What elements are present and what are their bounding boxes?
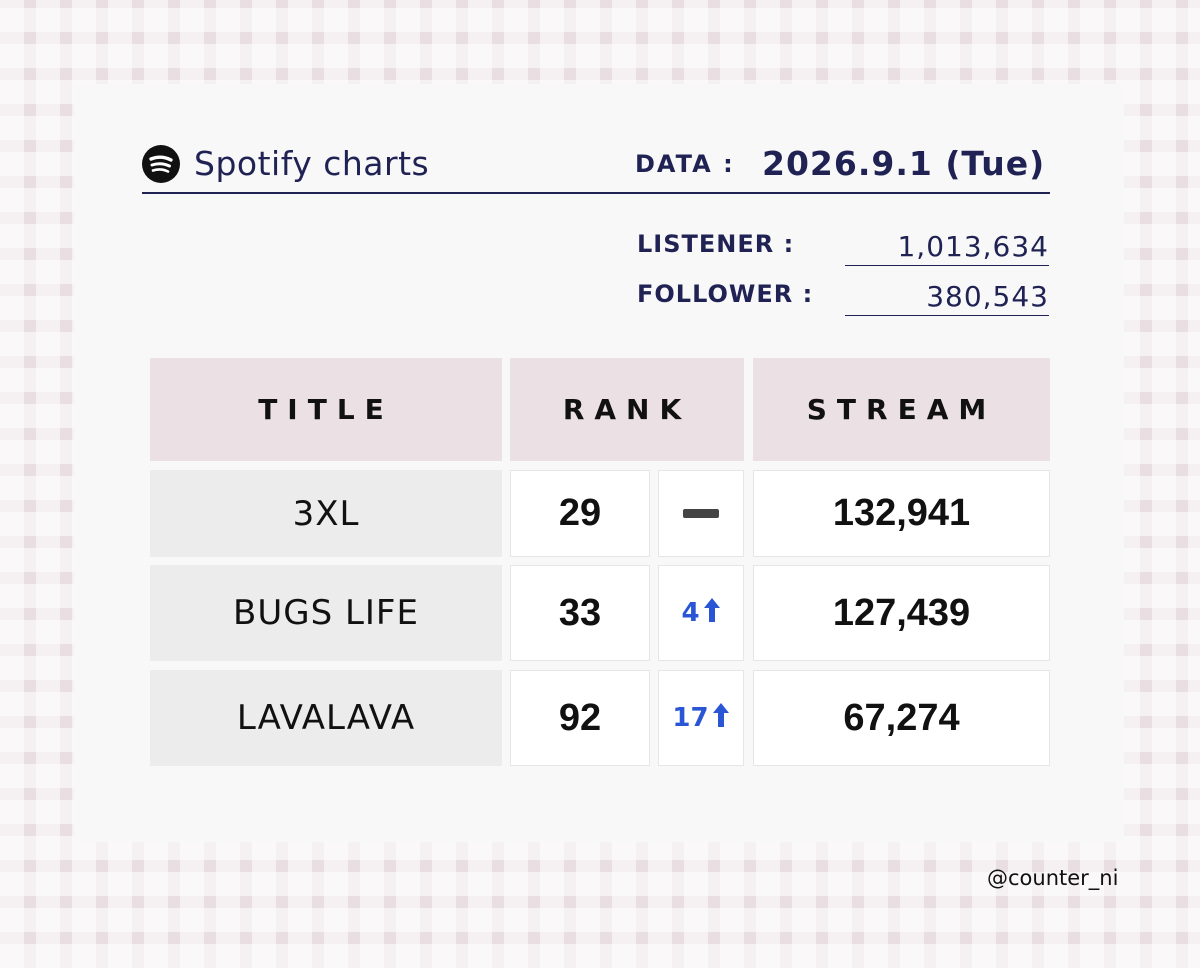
row-change: 17 xyxy=(658,670,744,766)
row-rank: 29 xyxy=(510,470,650,557)
listener-value: 1,013,634 xyxy=(845,230,1049,266)
brand-title: Spotify charts xyxy=(194,144,430,183)
date-value: 2026.9.1 (Tue) xyxy=(762,144,1046,183)
header-title: TITLE xyxy=(150,358,502,461)
row-stream: 132,941 xyxy=(753,470,1050,557)
row-change xyxy=(658,470,744,557)
change-value: 4 xyxy=(681,598,700,628)
arrow-up-icon xyxy=(712,702,730,735)
brand: Spotify charts xyxy=(142,144,429,183)
author-handle: @counter_ni xyxy=(987,866,1119,890)
header-stream: STREAM xyxy=(753,358,1050,461)
follower-value: 380,543 xyxy=(845,280,1049,316)
row-stream: 67,274 xyxy=(753,670,1050,766)
spotify-icon xyxy=(142,144,180,183)
header-rank: RANK xyxy=(510,358,744,461)
row-stream: 127,439 xyxy=(753,565,1050,661)
row-rank: 33 xyxy=(510,565,650,661)
follower-label: FOLLOWER : xyxy=(637,280,814,308)
dash-icon xyxy=(683,509,719,518)
row-title: 3XL xyxy=(150,470,502,557)
chart-card: Spotify charts DATA : 2026.9.1 (Tue) LIS… xyxy=(74,84,1124,842)
row-change: 4 xyxy=(658,565,744,661)
listener-label: LISTENER : xyxy=(637,230,795,258)
row-title: LAVALAVA xyxy=(150,670,502,766)
arrow-up-icon xyxy=(703,597,721,630)
row-rank: 92 xyxy=(510,670,650,766)
date-label: DATA : xyxy=(635,150,735,178)
change-value: 17 xyxy=(672,703,709,733)
chart-header: Spotify charts DATA : 2026.9.1 (Tue) xyxy=(142,140,1050,194)
row-title: BUGS LIFE xyxy=(150,565,502,661)
